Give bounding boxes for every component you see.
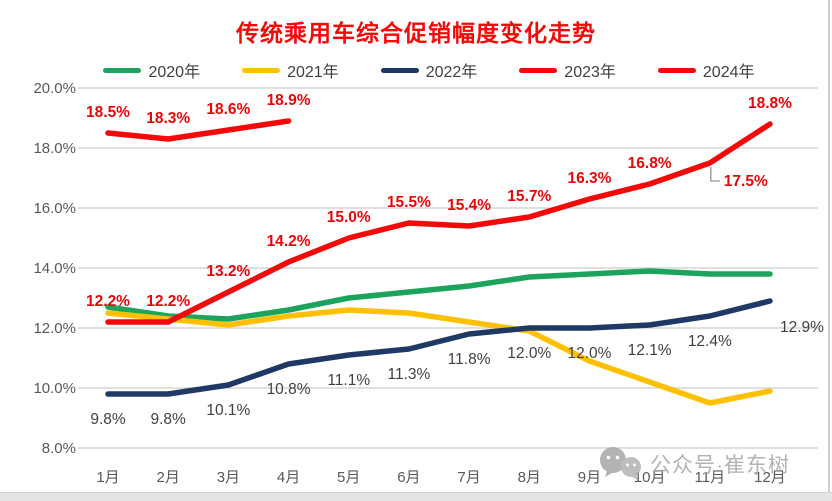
data-label-2023年: 14.2% <box>267 233 311 250</box>
data-label-2023年: 15.0% <box>327 209 371 226</box>
x-tick-label: 3月 <box>217 469 240 486</box>
legend-label-2022: 2022年 <box>425 64 478 81</box>
legend-item-2024: 2024年 <box>657 58 755 82</box>
legend-label-2020: 2020年 <box>148 64 201 81</box>
data-label-2023年: 13.2% <box>206 263 250 280</box>
data-label-2023年: 12.2% <box>146 293 190 310</box>
legend-swatch-2021 <box>242 67 281 73</box>
data-label-2022年: 11.3% <box>387 366 430 383</box>
data-label-2023年: 16.8% <box>628 155 672 172</box>
y-tick-label: 16.0% <box>33 200 76 217</box>
x-tick-label: 9月 <box>578 469 601 486</box>
chart-title: 传统乘用车综合促销幅度变化走势 <box>236 20 596 46</box>
watermark: 公众号·崔东树 <box>598 446 790 482</box>
data-label-2022年: 12.1% <box>628 342 672 359</box>
legend-swatch-2020 <box>103 67 142 73</box>
y-tick-label: 18.0% <box>33 140 76 157</box>
data-label-2022年: 9.8% <box>90 411 126 428</box>
series-line-2023年 <box>105 121 773 325</box>
x-tick-label: 8月 <box>518 469 541 486</box>
data-label-2022年: 12.9% <box>780 319 824 336</box>
data-label-2022年: 10.8% <box>267 381 311 398</box>
wechat-icon <box>600 447 641 480</box>
legend-swatch-2024 <box>657 67 696 73</box>
data-label-2022年: 9.8% <box>151 411 187 428</box>
label-leader-line <box>709 167 720 182</box>
data-label-2024年: 18.6% <box>206 101 250 118</box>
legend-swatch-2022 <box>380 67 419 73</box>
series-line-2024年 <box>105 118 292 142</box>
data-label-2023年: 15.7% <box>507 188 551 205</box>
y-tick-label: 20.0% <box>33 80 76 97</box>
legend-swatch-2023 <box>519 67 558 73</box>
x-tick-label: 4月 <box>277 469 300 486</box>
legend-label-2021: 2021年 <box>287 64 339 81</box>
bottom-edge-strip <box>0 492 832 501</box>
data-label-2022年: 12.4% <box>688 333 732 350</box>
data-label-2023年: 16.3% <box>567 170 611 187</box>
legend-label-2023: 2023年 <box>564 64 616 81</box>
x-tick-label: 5月 <box>337 469 360 486</box>
x-tick-label: 12月 <box>754 469 786 486</box>
watermark-text: 公众号·崔东树 <box>650 454 790 477</box>
right-edge-line <box>828 0 830 493</box>
x-tick-label: 2月 <box>157 469 180 486</box>
y-tick-label: 12.0% <box>33 320 76 337</box>
x-tick-label: 10月 <box>634 469 666 486</box>
data-label-2024年: 18.3% <box>146 110 190 127</box>
data-label-2022年: 11.8% <box>448 351 491 368</box>
y-tick-label: 10.0% <box>33 380 76 397</box>
data-label-2023年: 17.5% <box>724 173 768 190</box>
legend-item-2020: 2020年 <box>103 58 200 82</box>
data-label-2024年: 18.9% <box>267 92 311 109</box>
data-label-2023年: 12.2% <box>86 293 130 310</box>
data-label-2022年: 11.1% <box>327 372 370 389</box>
y-tick-label: 8.0% <box>42 440 76 457</box>
legend-item-2022: 2022年 <box>380 58 478 82</box>
legend-item-2023: 2023年 <box>519 58 616 82</box>
x-tick-label: 7月 <box>457 469 480 486</box>
data-label-2023年: 15.5% <box>387 194 431 211</box>
series-line-2020年 <box>105 268 773 322</box>
y-tick-label: 14.0% <box>33 260 76 277</box>
data-label-2024年: 18.5% <box>86 104 130 121</box>
legend-label-2024: 2024年 <box>702 64 755 81</box>
x-tick-label: 11月 <box>695 469 726 486</box>
data-label-2022年: 10.1% <box>206 402 250 419</box>
data-label-2023年: 18.8% <box>748 95 792 112</box>
x-tick-label: 1月 <box>96 469 119 486</box>
x-tick-label: 6月 <box>397 469 420 486</box>
data-label-2022年: 12.0% <box>567 345 611 362</box>
legend-item-2021: 2021年 <box>242 58 339 82</box>
data-label-2022年: 12.0% <box>507 345 551 362</box>
data-label-2023年: 15.4% <box>447 197 491 214</box>
chart-legend: 2020年 2021年 2022年 2023年 2024年 <box>0 58 832 82</box>
series-line-2022年 <box>105 298 773 397</box>
series-line-2021年 <box>105 307 773 406</box>
